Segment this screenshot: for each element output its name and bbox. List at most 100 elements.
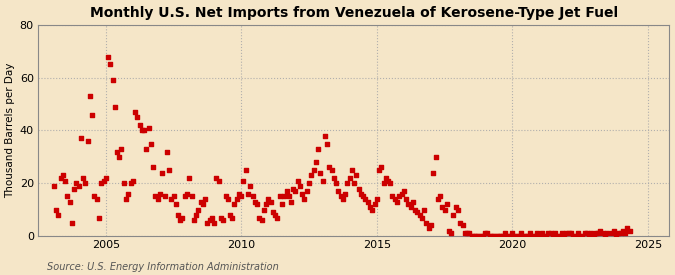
Point xyxy=(566,231,576,236)
Point xyxy=(80,181,91,185)
Point xyxy=(464,231,475,236)
Point xyxy=(159,194,170,199)
Point xyxy=(101,176,111,180)
Point xyxy=(498,234,509,238)
Point xyxy=(146,141,157,146)
Point xyxy=(576,234,587,238)
Point xyxy=(209,221,219,225)
Point xyxy=(197,202,208,207)
Point xyxy=(279,194,290,199)
Point xyxy=(516,231,526,236)
Point xyxy=(620,231,630,236)
Point xyxy=(613,231,624,236)
Point xyxy=(245,184,256,188)
Point xyxy=(207,215,217,220)
Point xyxy=(579,231,590,236)
Point xyxy=(335,194,346,199)
Point xyxy=(119,181,130,185)
Point xyxy=(518,234,529,238)
Point xyxy=(485,234,495,238)
Point xyxy=(306,173,317,178)
Point xyxy=(67,221,78,225)
Point xyxy=(148,165,159,170)
Point xyxy=(89,194,100,199)
Point xyxy=(299,197,310,201)
Point xyxy=(568,234,578,238)
Point xyxy=(247,194,258,199)
Point xyxy=(166,197,177,201)
Point xyxy=(618,229,628,233)
Point xyxy=(193,207,204,212)
Point xyxy=(173,213,184,217)
Point xyxy=(103,54,113,59)
Point xyxy=(563,231,574,236)
Point xyxy=(254,215,265,220)
Point xyxy=(448,213,459,217)
Point xyxy=(114,155,125,159)
Point xyxy=(430,155,441,159)
Point xyxy=(505,234,516,238)
Point xyxy=(446,231,457,236)
Point xyxy=(468,234,479,238)
Text: Source: U.S. Energy Information Administration: Source: U.S. Energy Information Administ… xyxy=(47,262,279,272)
Point xyxy=(439,207,450,212)
Point xyxy=(310,160,321,164)
Point xyxy=(460,231,470,236)
Point xyxy=(371,197,382,201)
Point xyxy=(455,221,466,225)
Point xyxy=(200,197,211,201)
Point xyxy=(346,168,357,172)
Point xyxy=(123,192,134,196)
Point xyxy=(360,197,371,201)
Point xyxy=(84,94,95,98)
Point xyxy=(141,147,152,151)
Point xyxy=(475,234,486,238)
Point xyxy=(69,186,80,191)
Point xyxy=(554,234,565,238)
Point xyxy=(356,192,367,196)
Point xyxy=(116,147,127,151)
Point xyxy=(549,231,560,236)
Point xyxy=(96,181,107,185)
Point xyxy=(333,189,344,193)
Point xyxy=(229,202,240,207)
Point xyxy=(76,136,86,141)
Point xyxy=(218,218,229,222)
Point xyxy=(502,234,513,238)
Point xyxy=(288,186,299,191)
Point xyxy=(49,184,59,188)
Point xyxy=(82,139,93,143)
Point xyxy=(51,207,61,212)
Point xyxy=(507,231,518,236)
Point xyxy=(586,231,597,236)
Point xyxy=(155,192,165,196)
Point xyxy=(161,149,172,154)
Point xyxy=(412,210,423,214)
Point xyxy=(457,223,468,228)
Point xyxy=(344,176,355,180)
Point xyxy=(163,168,174,172)
Point xyxy=(220,194,231,199)
Point xyxy=(315,170,326,175)
Point xyxy=(326,168,337,172)
Point xyxy=(261,202,271,207)
Point xyxy=(250,200,261,204)
Point xyxy=(574,234,585,238)
Point xyxy=(369,202,380,207)
Point xyxy=(322,141,333,146)
Point xyxy=(265,200,276,204)
Point xyxy=(295,184,306,188)
Point xyxy=(297,192,308,196)
Point xyxy=(394,194,404,199)
Point xyxy=(234,192,244,196)
Point xyxy=(599,234,610,238)
Point xyxy=(211,176,221,180)
Point xyxy=(270,213,281,217)
Point xyxy=(290,189,301,193)
Point xyxy=(509,234,520,238)
Point xyxy=(423,226,434,230)
Point xyxy=(405,205,416,209)
Point xyxy=(572,231,583,236)
Point xyxy=(302,189,313,193)
Point xyxy=(238,178,249,183)
